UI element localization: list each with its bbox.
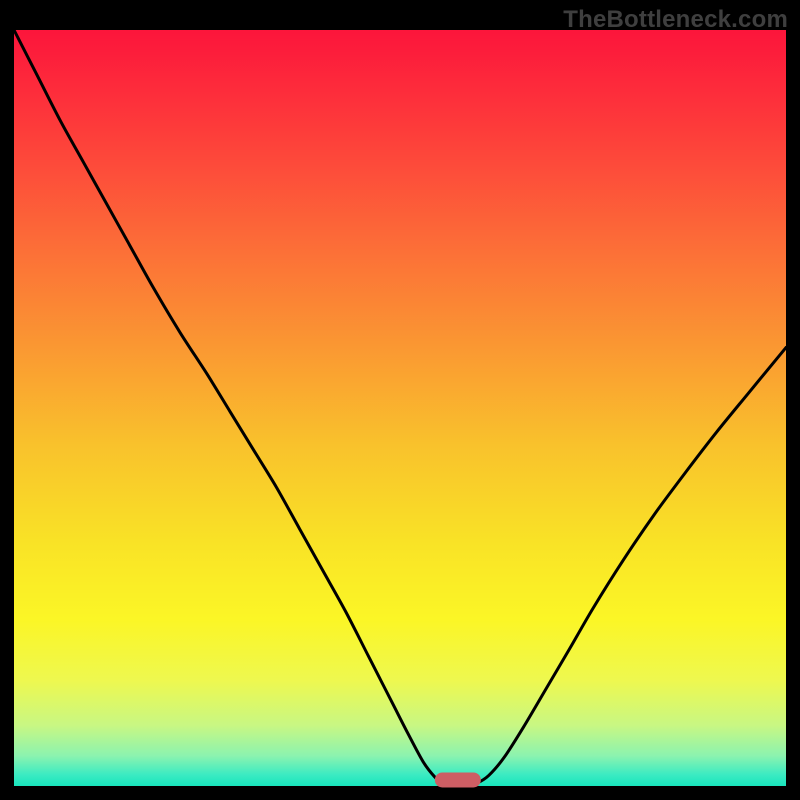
watermark-text: TheBottleneck.com bbox=[563, 6, 788, 34]
bottleneck-curve-svg bbox=[14, 30, 786, 786]
optimal-marker bbox=[435, 772, 481, 787]
chart-stage: TheBottleneck.com bbox=[0, 0, 800, 800]
plot-area bbox=[14, 30, 786, 786]
bottleneck-curve bbox=[14, 30, 786, 786]
